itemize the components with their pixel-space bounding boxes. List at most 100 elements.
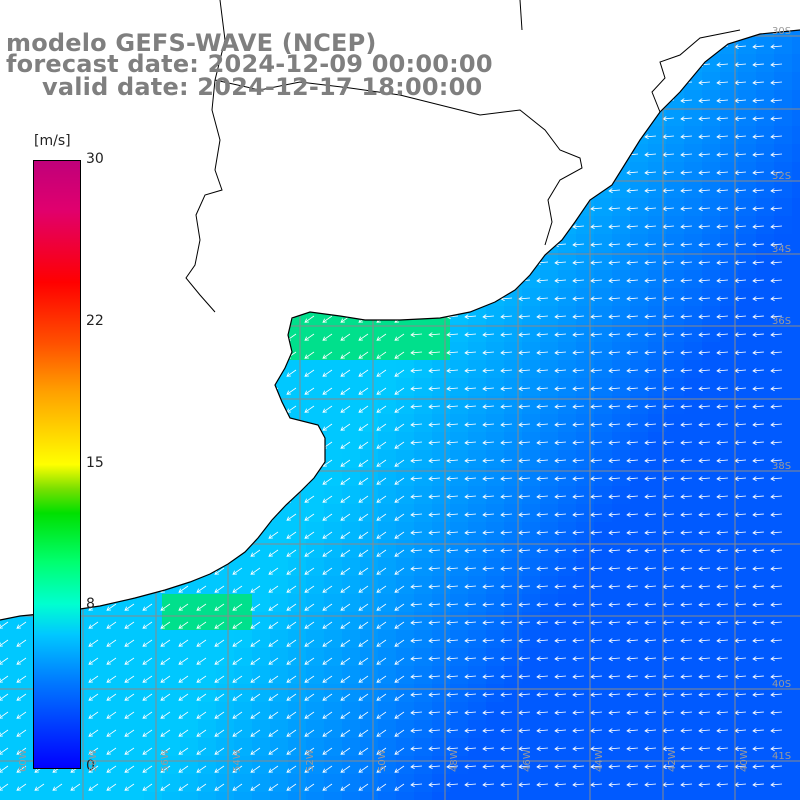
wind-arrow <box>250 585 261 593</box>
wind-arrow <box>752 548 765 554</box>
wind-field-cell <box>18 792 36 800</box>
wind-field-cell <box>234 720 252 738</box>
wind-arrow <box>644 692 657 698</box>
wind-field-cell <box>360 504 378 522</box>
wind-arrow <box>554 710 567 716</box>
wind-arrow <box>268 657 279 665</box>
wind-arrow <box>680 476 693 482</box>
wind-field-cell <box>486 594 504 612</box>
wind-arrow <box>410 602 423 608</box>
wind-arrow <box>698 728 711 734</box>
wind-field-cell <box>450 450 468 468</box>
wind-arrow <box>752 746 765 752</box>
wind-field-cell <box>792 684 800 702</box>
wind-field-cell <box>702 792 720 800</box>
wind-field-cell <box>594 414 612 432</box>
wind-arrow <box>358 441 369 449</box>
wind-field-cell <box>792 702 800 720</box>
wind-field-cell <box>414 648 432 666</box>
wind-arrow <box>16 693 27 701</box>
longitude-label: 58W <box>88 749 99 772</box>
wind-field-cell <box>360 648 378 666</box>
wind-field-cell <box>522 324 540 342</box>
wind-field-cell <box>648 774 666 792</box>
wind-arrow <box>286 675 297 683</box>
wind-arrow <box>340 621 351 629</box>
wind-arrow <box>590 692 603 698</box>
wind-arrow <box>340 585 351 593</box>
wind-arrow <box>572 602 585 608</box>
wind-arrow <box>770 206 783 212</box>
wind-field-cell <box>468 756 486 774</box>
colorbar-tick-label: 30 <box>86 151 104 167</box>
wind-arrow <box>428 710 441 716</box>
wind-arrow <box>410 728 423 734</box>
wind-arrow <box>340 657 351 665</box>
wind-arrow <box>644 170 657 176</box>
wind-field-cell <box>792 648 800 666</box>
latitude-label: 41S <box>772 751 792 762</box>
wind-arrow <box>644 782 657 788</box>
wind-arrow <box>340 477 351 485</box>
wind-field-cell <box>342 792 360 800</box>
wind-field-cell <box>558 612 576 630</box>
wind-arrow <box>680 134 693 140</box>
wind-field-cell <box>702 90 720 108</box>
wind-arrow <box>644 584 657 590</box>
wind-field-cell <box>792 252 800 270</box>
wind-arrow <box>536 440 549 446</box>
wind-arrow <box>680 530 693 536</box>
wind-arrow <box>572 728 585 734</box>
wind-arrow <box>626 512 639 518</box>
wind-field-cell <box>738 72 756 90</box>
wind-field-cell <box>450 684 468 702</box>
wind-field-cell <box>198 594 216 612</box>
wind-arrow <box>428 458 441 464</box>
wind-field-cell <box>522 378 540 396</box>
wind-field-cell <box>648 504 666 522</box>
wind-arrow <box>680 242 693 248</box>
wind-field-cell <box>774 576 792 594</box>
wind-arrow <box>608 512 621 518</box>
wind-arrow <box>0 711 9 719</box>
latitude-label: 34S <box>772 244 792 255</box>
wind-arrow <box>608 404 621 410</box>
wind-field-cell <box>306 612 324 630</box>
wind-field-cell <box>576 756 594 774</box>
wind-field-cell <box>756 288 774 306</box>
wind-field-cell <box>702 378 720 396</box>
wind-field-cell <box>594 702 612 720</box>
wind-arrow <box>464 674 477 680</box>
wind-field-cell <box>144 648 162 666</box>
wind-field-cell <box>396 666 414 684</box>
wind-arrow <box>446 566 459 572</box>
wind-arrow <box>446 584 459 590</box>
wind-arrow <box>106 783 117 791</box>
wind-arrow <box>518 440 531 446</box>
wind-field-cell <box>396 396 414 414</box>
wind-arrow <box>554 620 567 626</box>
wind-field-cell <box>738 180 756 198</box>
wind-arrow <box>394 675 405 683</box>
wind-field-cell <box>522 522 540 540</box>
wind-field-cell <box>324 504 342 522</box>
wind-arrow <box>178 729 189 737</box>
wind-field-cell <box>342 720 360 738</box>
wind-field-cell <box>684 702 702 720</box>
wind-field-cell <box>774 288 792 306</box>
wind-field-cell <box>396 576 414 594</box>
wind-field-cell <box>774 324 792 342</box>
wind-field-cell <box>396 522 414 540</box>
wind-arrow <box>428 530 441 536</box>
wind-field-cell <box>144 774 162 792</box>
wind-field-cell <box>252 702 270 720</box>
wind-field-cell <box>324 342 342 360</box>
wind-arrow <box>428 350 441 356</box>
wind-arrow <box>770 314 783 320</box>
wind-arrow <box>268 765 279 773</box>
wind-arrow <box>0 639 9 647</box>
wind-field-cell <box>684 180 702 198</box>
wind-arrow <box>770 62 783 68</box>
wind-arrow <box>770 152 783 158</box>
wind-field-cell <box>72 774 90 792</box>
